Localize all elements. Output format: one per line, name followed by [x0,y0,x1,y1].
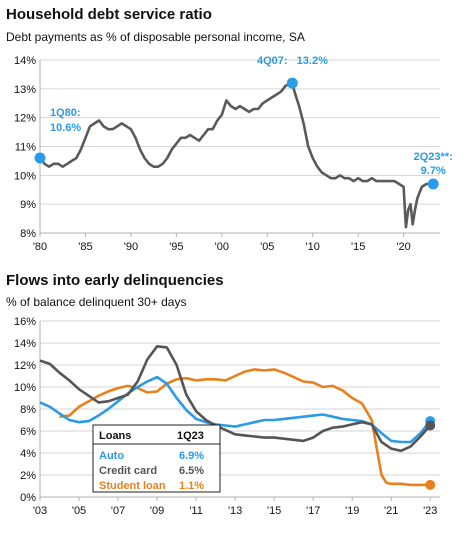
chart1-annotation-marker [34,152,46,164]
chart1-subtitle: Debt payments as % of disposable persona… [6,30,305,44]
chart1-annotation-label: 2Q23**: [414,151,453,163]
chart1-x-tick-label: '05 [260,241,274,253]
chart1-series-line [38,81,434,229]
chart2-legend-row-name: Auto [99,450,124,462]
chart2-x-tick-label: '19 [345,505,359,517]
chart2-legend-row-name: Student loan [99,480,166,492]
chart1-y-tick-label: 14% [14,55,36,67]
chart2-legend-header-name: Loans [99,430,131,442]
chart1-annotation-value: 10.6% [50,122,81,134]
chart2-x-tick-label: '03 [33,505,47,517]
chart1-annotation-label: 4Q07: [257,55,288,67]
chart1-title: Household debt service ratio [6,6,212,23]
chart1-x-tick-label: '80 [33,241,47,253]
chart1-y-tick-label: 11% [15,142,36,154]
chart2-x-tick-label: '15 [267,505,281,517]
chart1-x-tick-label: '90 [124,241,138,253]
chart2-x-tick-label: '13 [228,505,242,517]
chart2-series-line-credit-card [39,345,432,453]
chart2-x-tick-label: '21 [384,505,398,517]
chart2-y-tick-label: 8% [20,404,36,416]
chart1-y-tick-label: 9% [20,199,36,211]
chart1-x-tick-label: '85 [78,241,92,253]
chart1-y-tick-label: 8% [20,228,36,240]
chart2-end-marker-student-loan [425,479,436,490]
chart2-legend-row-value: 6.5% [179,465,204,477]
chart2-y-tick-label: 0% [20,492,36,504]
chart1-x-tick-label: '15 [351,241,365,253]
chart1-x-tick-label: '95 [169,241,183,253]
chart2-y-tick-label: 12% [14,360,36,372]
chart2-legend-row-value: 1.1% [179,480,204,492]
chart2-x-tick-label: '17 [306,505,320,517]
chart1-x-tick-label: '00 [215,241,229,253]
chart2-end-marker-credit-card [425,420,436,431]
chart2-y-tick-label: 2% [20,470,36,482]
chart1-annotation-marker [427,178,439,190]
chart1-annotation-marker [286,77,298,89]
chart2-x-tick-label: '09 [150,505,164,517]
chart2-y-tick-label: 10% [14,382,36,394]
chart2-title: Flows into early delinquencies [6,272,224,289]
chart1-x-tick-label: '20 [396,241,410,253]
chart2-legend-box [92,424,221,493]
chart1-annotation-label: 1Q80: [50,107,81,119]
chart2-legend-row-value: 6.9% [179,450,204,462]
chart2-x-tick-label: '07 [111,505,125,517]
chart2-legend-header-value: 1Q23 [177,430,204,442]
chart1-annotation-value: 13.2% [297,55,328,67]
chart1-annotation-value: 9.7% [421,165,446,177]
chart1-y-tick-label: 13% [14,84,36,96]
chart2-x-tick-label: '23 [423,505,437,517]
chart2-x-tick-label: '05 [72,505,86,517]
chart2-y-tick-label: 6% [20,426,36,438]
chart1-y-tick-label: 10% [14,170,36,182]
chart2-y-tick-label: 4% [20,448,36,460]
chart2-y-tick-label: 14% [14,338,36,350]
chart2-y-tick-label: 16% [14,316,36,328]
chart2-subtitle: % of balance delinquent 30+ days [6,295,187,309]
chart1-y-tick-label: 12% [14,113,36,125]
chart2-legend-row-name: Credit card [99,465,157,477]
chart1-x-tick-label: '10 [306,241,320,253]
chart2-x-tick-label: '11 [189,505,203,517]
chart2-series-line-student-loan [59,368,431,487]
